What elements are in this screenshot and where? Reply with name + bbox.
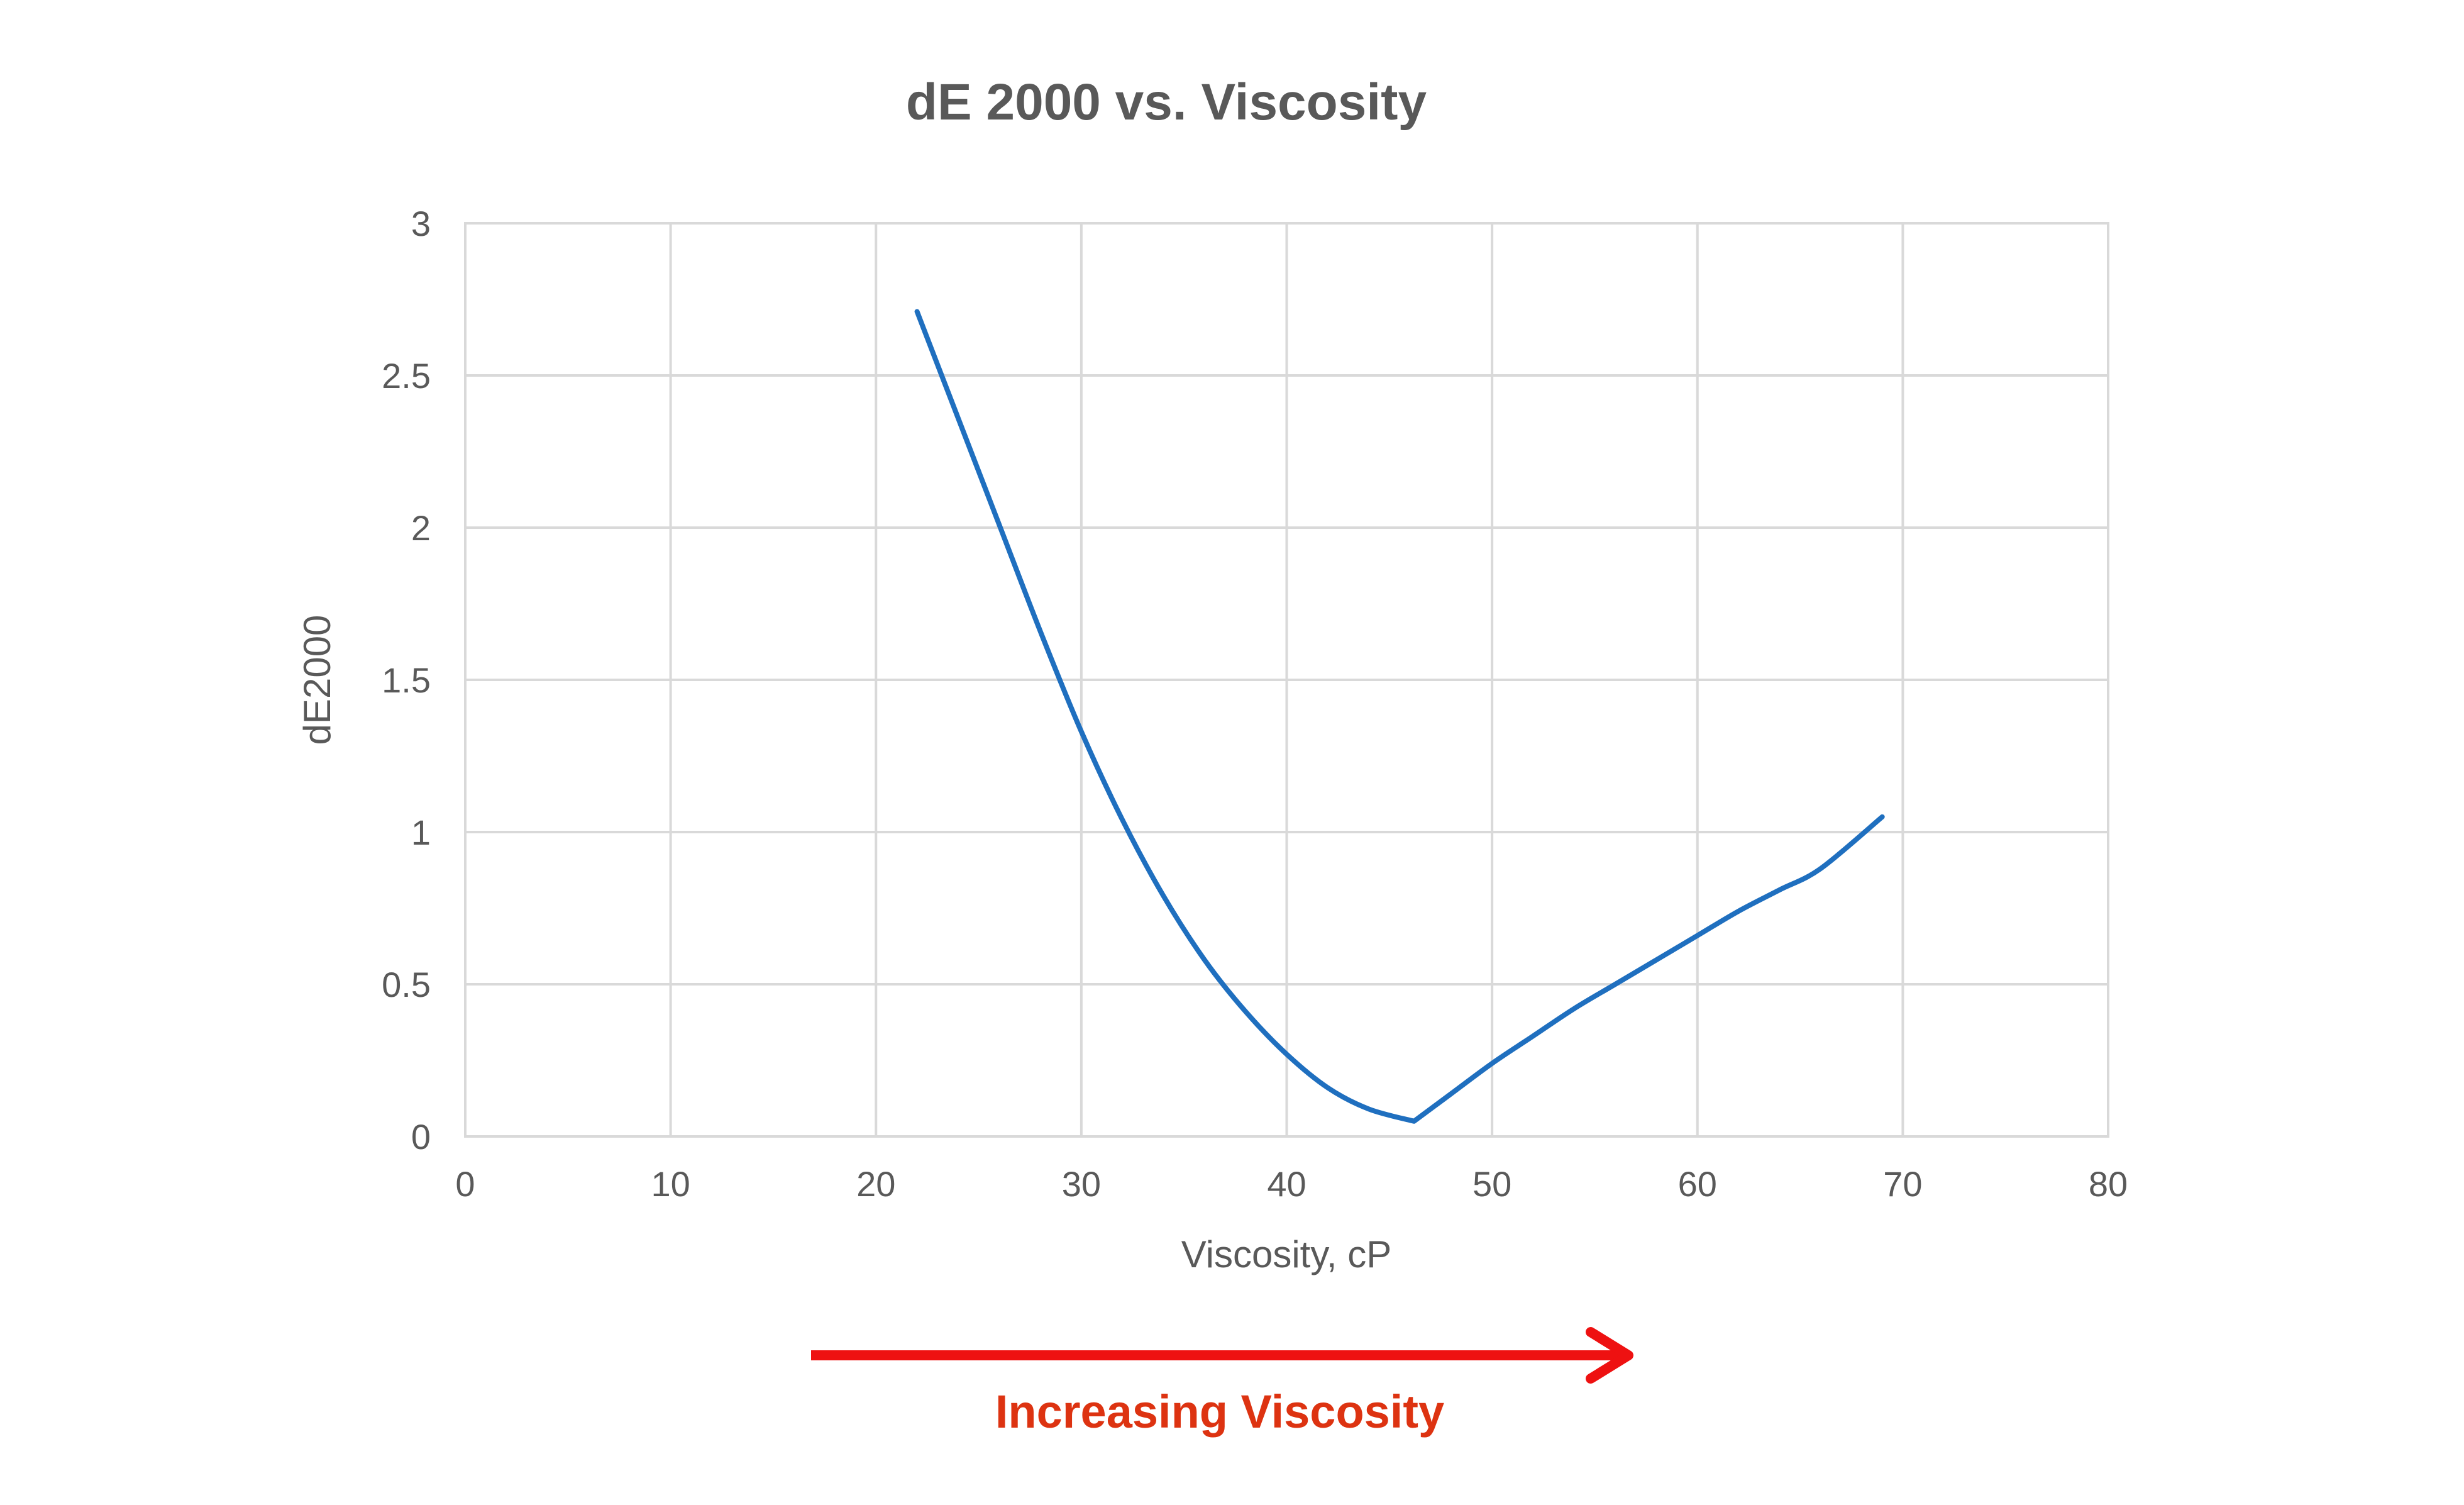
- grid-lines: [464, 222, 2109, 1138]
- x-tick-label: 0: [455, 1164, 475, 1204]
- chart-title: dE 2000 vs. Viscosity: [906, 74, 1427, 131]
- x-tick-label: 40: [1267, 1164, 1306, 1204]
- y-tick-label: 1: [411, 813, 431, 852]
- y-axis-label: dE2000: [296, 615, 338, 745]
- increasing-viscosity-arrow: [811, 1327, 1633, 1384]
- y-tick-label: 2: [411, 508, 431, 548]
- y-tick-label: 1.5: [382, 660, 431, 700]
- x-axis-label: Viscosity, cP: [1181, 1233, 1392, 1275]
- arrow-head: [1586, 1327, 1633, 1384]
- x-tick-label: 20: [856, 1164, 895, 1204]
- x-tick-label: 60: [1678, 1164, 1717, 1204]
- y-tick-label: 0: [411, 1117, 431, 1157]
- x-tick-label: 50: [1472, 1164, 1511, 1204]
- plot-border: [464, 222, 2109, 1138]
- y-tick-label: 2.5: [382, 356, 431, 396]
- x-tick-label: 30: [1062, 1164, 1101, 1204]
- y-tick-label: 0.5: [382, 965, 431, 1004]
- y-tick-label: 3: [411, 204, 431, 243]
- increasing-viscosity-label: Increasing Viscosity: [995, 1386, 1444, 1438]
- series-layer: [914, 309, 1885, 1124]
- series-line: [914, 309, 1885, 1124]
- x-tick-label: 10: [651, 1164, 690, 1204]
- x-tick-label: 80: [2089, 1164, 2128, 1204]
- tick-labels: 0 10 20 30 40 50 60 70 80 0 0.5 1 1.5 2 2.5 3: [382, 204, 2128, 1204]
- x-tick-label: 70: [1883, 1164, 1922, 1204]
